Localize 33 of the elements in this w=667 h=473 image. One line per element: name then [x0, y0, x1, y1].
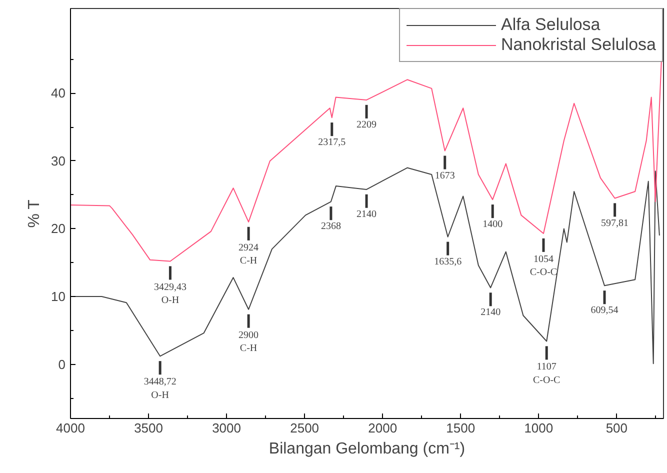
x-tick-label: 4000	[56, 420, 85, 436]
y-tick-label: 30	[51, 153, 66, 168]
x-tick-label: 1500	[446, 420, 476, 436]
series-label: Nanokristal Selulosa	[501, 35, 656, 55]
x-tick-label: 1000	[524, 420, 554, 436]
y-tick-label: 10	[51, 289, 66, 304]
annotation: 1400	[482, 219, 503, 230]
annotation: 1673	[434, 170, 455, 182]
annotation: 1635,6	[434, 256, 462, 268]
x-axis-title: Bilangan Gelombang (cm⁻¹)	[268, 440, 466, 458]
annotation: 2317,5	[318, 137, 346, 148]
annotation: 597,81	[601, 218, 629, 229]
annotation: 2900 C-H	[238, 330, 259, 354]
annotation: 2209	[356, 119, 377, 130]
annotation: 2368	[320, 221, 341, 232]
annotation: 1054 C-O-C	[530, 254, 558, 278]
x-tick-label: 2500	[290, 420, 320, 436]
y-tick-label: 0	[58, 356, 66, 372]
y-tick-label: 40	[51, 86, 66, 101]
y-tick-label: 20	[51, 221, 66, 236]
annotation: 3429,43 O-H	[154, 282, 186, 306]
text: Alfa Selulosa	[501, 15, 600, 35]
annotation: 1107 C-O-C	[533, 362, 561, 386]
x-tick-label: 3000	[212, 420, 242, 436]
x-tick-label: 3500	[134, 420, 163, 436]
x-tick-label: 2000	[368, 420, 398, 436]
annotation: 3448,72 O-H	[144, 376, 176, 401]
annotation: 2924 C-H	[238, 242, 259, 267]
x-tick-label: 500	[606, 420, 628, 436]
annotation: 2140	[480, 307, 501, 318]
y-axis-title: % T	[26, 199, 44, 228]
annotation: 2140	[356, 208, 377, 220]
annotation: 609,54	[590, 305, 618, 316]
